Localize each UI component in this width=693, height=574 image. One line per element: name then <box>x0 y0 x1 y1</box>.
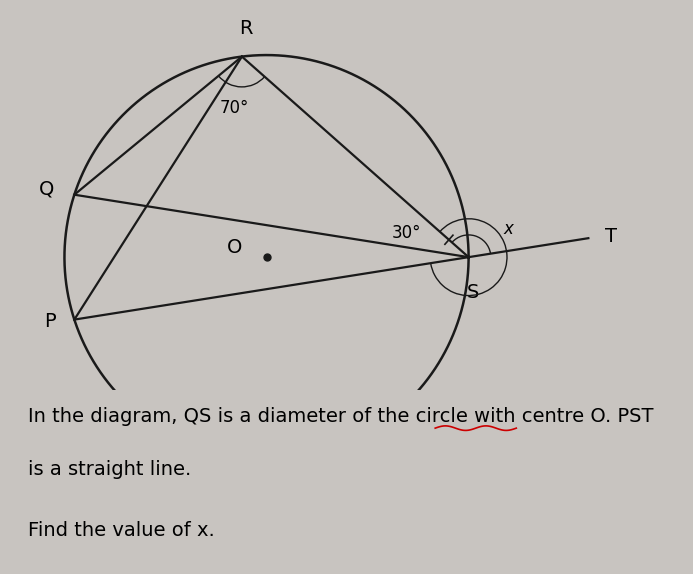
Text: T: T <box>604 227 617 246</box>
Text: x: x <box>503 220 513 238</box>
Text: S: S <box>466 284 479 302</box>
Text: is a straight line.: is a straight line. <box>28 460 191 479</box>
Text: O: O <box>227 238 243 257</box>
Text: Find the value of x.: Find the value of x. <box>28 521 214 540</box>
Text: 70°: 70° <box>219 99 249 117</box>
Text: P: P <box>44 312 56 331</box>
Text: R: R <box>239 20 253 38</box>
Text: centre: centre <box>435 408 498 426</box>
Text: Q: Q <box>39 179 54 198</box>
Text: In the diagram, QS is a diameter of the circle with centre O. PST: In the diagram, QS is a diameter of the … <box>28 408 653 426</box>
Text: 30°: 30° <box>392 224 421 242</box>
